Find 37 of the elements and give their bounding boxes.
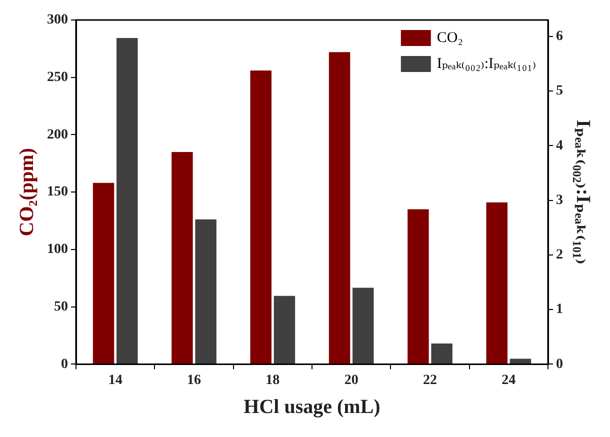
y-tick-label: 100 xyxy=(47,242,68,258)
bar xyxy=(274,296,296,364)
x-tick-label: 20 xyxy=(344,373,358,388)
x-tick-label: 14 xyxy=(108,373,122,388)
y2-axis-title: Iₚₑₐₖ₍₀₀₂₎:Iₚₑₐₖ₍₁₀₁₎ xyxy=(572,120,594,265)
y2-tick-label: 3 xyxy=(556,192,563,208)
bar xyxy=(408,209,429,364)
bar xyxy=(116,38,138,364)
x-tick-label: 24 xyxy=(502,373,516,388)
legend-label: Iₚₑₐₖ₍₀₀₂₎:Iₚₑₐₖ₍₁₀₁₎ xyxy=(436,56,536,72)
x-tick-label: 22 xyxy=(423,373,437,388)
y-tick-label: 300 xyxy=(47,12,68,28)
y2-tick-label: 0 xyxy=(556,356,563,372)
bar xyxy=(486,202,508,364)
bar xyxy=(250,70,272,364)
y-tick-label: 200 xyxy=(47,127,68,142)
y2-tick-label: 2 xyxy=(556,248,563,263)
y2-tick-label: 1 xyxy=(556,302,563,318)
bar xyxy=(92,182,114,364)
y2-tick-label: 4 xyxy=(556,138,563,154)
y-tick-label: 250 xyxy=(47,70,68,85)
y2-tick-label: 5 xyxy=(556,84,563,99)
bar xyxy=(510,358,532,364)
bar xyxy=(352,288,374,364)
bar xyxy=(328,52,350,364)
bar xyxy=(431,343,452,364)
legend-label: CO₂ xyxy=(436,30,463,46)
y-axis-title: CO₂(ppm) xyxy=(16,148,38,236)
bar xyxy=(172,152,193,364)
y-tick-label: 150 xyxy=(47,184,68,200)
bar xyxy=(195,219,216,364)
x-tick-label: 18 xyxy=(266,373,280,388)
y-tick-label: 50 xyxy=(54,299,68,314)
y2-tick-label: 6 xyxy=(556,29,563,44)
x-axis-title: HCl usage (mL) xyxy=(244,396,380,418)
y-tick-label: 0 xyxy=(61,356,68,372)
x-tick-label: 16 xyxy=(187,373,201,388)
